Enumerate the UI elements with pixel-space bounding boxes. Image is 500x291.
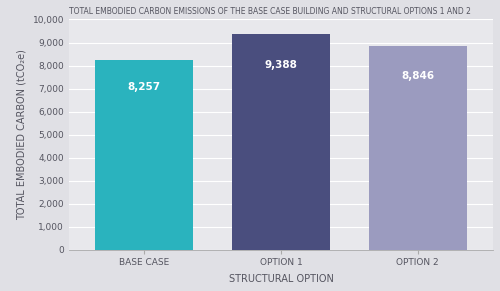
Bar <box>368 46 467 250</box>
X-axis label: STRUCTURAL OPTION: STRUCTURAL OPTION <box>228 274 334 284</box>
Bar <box>95 60 194 250</box>
Text: 8,846: 8,846 <box>401 70 434 81</box>
Text: TOTAL EMBODIED CARBON EMISSIONS OF THE BASE CASE BUILDING AND STRUCTURAL OPTIONS: TOTAL EMBODIED CARBON EMISSIONS OF THE B… <box>69 7 470 16</box>
Bar <box>232 33 330 250</box>
Text: 8,257: 8,257 <box>128 82 160 93</box>
Text: 9,388: 9,388 <box>264 60 298 70</box>
Y-axis label: TOTAL EMBODIED CARBON (tCO₂e): TOTAL EMBODIED CARBON (tCO₂e) <box>17 49 27 220</box>
